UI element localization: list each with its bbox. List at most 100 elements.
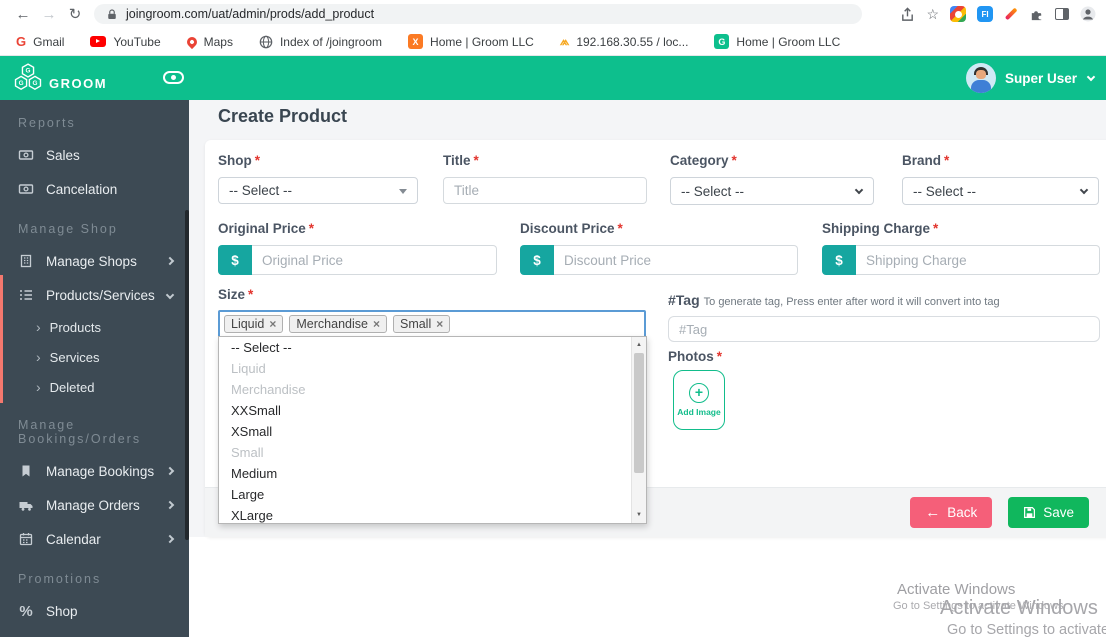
- size-option[interactable]: Liquid: [231, 361, 266, 376]
- active-menu-accent: [0, 275, 3, 403]
- shipping-charge-input[interactable]: [856, 245, 1100, 275]
- bookmark-gmail[interactable]: G Gmail: [16, 34, 64, 49]
- title-input[interactable]: [443, 177, 647, 204]
- add-image-label: Add Image: [677, 407, 721, 417]
- extension-fi-icon[interactable]: FI: [977, 6, 993, 22]
- bookmark-phpmyadmin[interactable]: ⩕ 192.168.30.55 / loc...: [560, 34, 689, 49]
- remove-tag-icon[interactable]: ×: [372, 317, 380, 331]
- required-asterisk: *: [944, 153, 950, 168]
- remove-tag-icon[interactable]: ×: [269, 317, 277, 331]
- sidebar-scrollbar[interactable]: [185, 210, 189, 540]
- page-background: [189, 537, 1106, 637]
- brand-label: Brand *: [902, 153, 950, 168]
- sidebar-item-manage-bookings[interactable]: Manage Bookings: [0, 454, 189, 488]
- youtube-icon: [90, 36, 107, 47]
- extensions-puzzle-icon[interactable]: [1029, 7, 1044, 22]
- discount-price-input[interactable]: [554, 245, 798, 275]
- address-bar[interactable]: joingroom.com/uat/admin/prods/add_produc…: [94, 4, 862, 24]
- size-option[interactable]: Large: [231, 487, 265, 502]
- size-option[interactable]: -- Select --: [231, 340, 292, 355]
- bookmark-groom-home[interactable]: G Home | Groom LLC: [714, 34, 840, 49]
- size-option[interactable]: Merchandise: [231, 382, 306, 397]
- sidebar-subitem-deleted[interactable]: › Deleted: [0, 372, 189, 402]
- profile-icon[interactable]: [1080, 6, 1096, 22]
- size-option[interactable]: XSmall: [231, 424, 273, 439]
- size-tag-merchandise[interactable]: Merchandise ×: [289, 315, 387, 333]
- url-text: joingroom.com/uat/admin/prods/add_produc…: [126, 7, 375, 21]
- money-icon: [18, 150, 34, 160]
- sidebar-toggle-icon[interactable]: [163, 71, 184, 84]
- tag-label: Merchandise: [296, 317, 368, 331]
- remove-tag-icon[interactable]: ×: [436, 317, 444, 331]
- side-panel-icon[interactable]: [1055, 8, 1069, 20]
- sidebar-subitem-products[interactable]: › Products: [0, 312, 189, 342]
- category-select[interactable]: -- Select --: [670, 177, 874, 205]
- bookmark-label: Maps: [203, 34, 233, 49]
- bookmark-youtube[interactable]: YouTube: [90, 35, 161, 49]
- user-avatar: [965, 63, 996, 93]
- category-select-value: -- Select --: [681, 183, 745, 199]
- chevron-down-icon: [165, 290, 175, 300]
- bookmark-maps[interactable]: Maps: [184, 34, 233, 49]
- chevron-right-icon: ›: [36, 319, 41, 335]
- scroll-down-icon[interactable]: ▼: [636, 512, 642, 518]
- sidebar-subitem-services[interactable]: › Services: [0, 342, 189, 372]
- sidebar-item-label: Manage Shops: [46, 253, 137, 269]
- size-option[interactable]: Medium: [231, 466, 278, 481]
- scrollbar-thumb[interactable]: [634, 353, 644, 473]
- browser-forward-icon[interactable]: →: [41, 5, 57, 23]
- building-icon: [20, 254, 32, 268]
- scroll-up-icon[interactable]: ▲: [636, 342, 642, 348]
- sidebar-item-manage-orders[interactable]: Manage Orders: [0, 488, 189, 522]
- browser-toolbar: ← → ↻ joingroom.com/uat/admin/prods/add_…: [0, 0, 1106, 28]
- extension-icon[interactable]: [950, 6, 966, 22]
- shop-select[interactable]: -- Select --: [218, 177, 418, 204]
- original-price-input[interactable]: [252, 245, 497, 275]
- plus-circle-icon: +: [689, 383, 709, 403]
- sidebar-item-products-services[interactable]: Products/Services: [0, 278, 189, 312]
- size-tag-liquid[interactable]: Liquid ×: [224, 315, 284, 333]
- share-icon[interactable]: [900, 6, 915, 22]
- activate-windows-watermark: Activate Windows: [897, 581, 1016, 598]
- brand-select-value: -- Select --: [913, 183, 977, 199]
- size-tag-small[interactable]: Small ×: [392, 315, 451, 333]
- tag-label: Small: [399, 317, 432, 331]
- groom-favicon: G: [714, 34, 730, 49]
- sidebar-subitem-label: Services: [49, 349, 100, 365]
- bookmark-star-icon[interactable]: ☆: [926, 5, 939, 22]
- page-title: Create Product: [218, 106, 348, 126]
- save-button[interactable]: Save: [1008, 497, 1089, 528]
- sidebar-item-cancelation[interactable]: Cancelation: [0, 172, 189, 206]
- sidebar-item-shop[interactable]: % Shop: [0, 594, 189, 628]
- browser-back-icon[interactable]: ←: [15, 5, 31, 23]
- tag-label: #Tag To generate tag, Press enter after w…: [668, 292, 1000, 308]
- shop-select-value: -- Select --: [229, 183, 293, 198]
- browser-reload-icon[interactable]: ↻: [68, 6, 82, 23]
- arrow-left-icon: ←: [925, 504, 941, 521]
- size-option[interactable]: XLarge: [231, 508, 273, 523]
- required-asterisk: *: [731, 153, 737, 168]
- size-option[interactable]: Small: [231, 445, 264, 460]
- main-content: Create Product Shop * -- Select -- Title *…: [189, 100, 1106, 638]
- back-button[interactable]: ← Back: [910, 497, 993, 528]
- add-image-button[interactable]: + Add Image: [673, 370, 725, 430]
- size-option[interactable]: XXSmall: [231, 403, 281, 418]
- sidebar-item-calendar[interactable]: Calendar: [0, 522, 189, 556]
- size-multiselect[interactable]: Liquid × Merchandise × Small ×: [218, 310, 646, 338]
- bookmark-label: Home | Groom LLC: [430, 34, 534, 49]
- phpmyadmin-icon: ⩕: [559, 34, 570, 48]
- sidebar-item-manage-shops[interactable]: Manage Shops: [0, 244, 189, 278]
- bookmark-index[interactable]: Index of /joingroom: [259, 35, 382, 49]
- dropdown-scrollbar[interactable]: ▲ ▼: [631, 337, 646, 523]
- bookmark-xampp-home[interactable]: X Home | Groom LLC: [408, 34, 534, 49]
- brand-select[interactable]: -- Select --: [902, 177, 1099, 205]
- tag-label: Liquid: [231, 317, 265, 331]
- sidebar-item-sales[interactable]: Sales: [0, 138, 189, 172]
- bookmark-label: Index of /joingroom: [279, 34, 383, 49]
- user-menu[interactable]: Super User: [965, 63, 1106, 93]
- discount-price-label: Discount Price *: [520, 221, 623, 236]
- pen-extension-icon[interactable]: [1004, 7, 1018, 21]
- tag-input[interactable]: [668, 316, 1100, 342]
